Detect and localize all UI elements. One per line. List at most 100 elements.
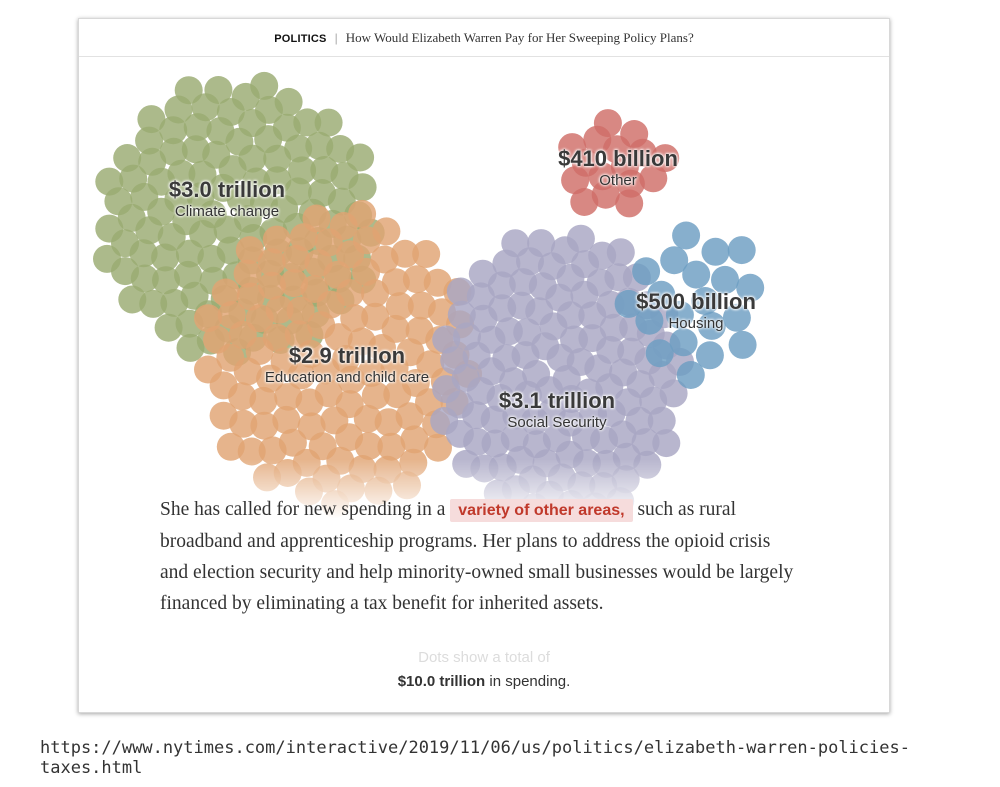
dot	[242, 167, 271, 196]
dot	[274, 87, 303, 116]
dot	[174, 76, 203, 105]
dot	[596, 335, 625, 364]
dot	[305, 131, 334, 160]
dot-group-education-and-child-care	[194, 199, 483, 519]
dot	[138, 147, 167, 176]
dot	[348, 173, 377, 202]
dot	[209, 401, 238, 430]
dot	[447, 300, 476, 329]
dot	[135, 126, 164, 155]
dot	[647, 280, 676, 309]
dot	[314, 108, 343, 137]
dot	[453, 322, 481, 351]
dot	[160, 288, 189, 317]
dot	[95, 214, 124, 243]
dot	[665, 300, 694, 329]
dot	[652, 429, 681, 458]
article-card: POLITICS | How Would Elizabeth Warren Pay …	[78, 18, 890, 713]
dot	[348, 199, 377, 228]
dot	[570, 188, 599, 216]
amount-label: $500 billion	[636, 289, 756, 314]
dot	[614, 289, 643, 318]
article-header-bar: POLITICS | How Would Elizabeth Warren Pay …	[79, 19, 889, 57]
dot	[288, 156, 317, 185]
dot	[647, 406, 676, 435]
dot	[682, 260, 711, 289]
dot	[204, 76, 233, 104]
dot	[695, 341, 724, 370]
label-social-security: $3.1 trillion Social Security	[467, 388, 647, 431]
dot	[697, 311, 726, 340]
dot	[286, 296, 315, 325]
amount-label: $2.9 trillion	[288, 343, 406, 368]
label-other: $410 billion Other	[533, 146, 703, 189]
dot	[302, 204, 331, 233]
dot	[615, 189, 644, 218]
label-housing: $500 billion Housing	[611, 289, 781, 332]
dot	[385, 292, 414, 321]
dot	[625, 406, 654, 435]
dot	[711, 265, 739, 294]
paragraph-text-end: such as rural broadband and apprenticesh…	[160, 499, 794, 614]
category-label: Climate change	[174, 203, 280, 220]
dot	[272, 405, 301, 434]
dot	[235, 236, 264, 265]
dot	[424, 433, 452, 462]
dot	[736, 273, 765, 302]
faint-caption: Dots show a total of	[418, 649, 550, 666]
dot-chart	[93, 71, 765, 519]
amount-label: $3.1 trillion	[498, 388, 616, 413]
dot	[691, 287, 720, 315]
dot	[217, 301, 246, 329]
category-label: Social Security	[507, 414, 607, 431]
dot	[722, 303, 751, 332]
dot	[381, 268, 410, 297]
dot	[258, 271, 286, 300]
dot	[154, 313, 183, 342]
dot	[159, 137, 188, 166]
category-label: Education and child care	[264, 369, 430, 386]
section-label[interactable]: POLITICS	[274, 33, 327, 45]
dot	[412, 240, 441, 268]
dot	[469, 304, 498, 333]
dot	[236, 282, 265, 311]
dot	[558, 133, 587, 162]
dot	[250, 71, 279, 100]
dot	[139, 289, 168, 318]
dot	[372, 217, 401, 246]
dot	[263, 166, 292, 195]
dot	[651, 144, 680, 173]
dot	[280, 269, 308, 298]
dot	[274, 382, 303, 411]
dot	[118, 285, 147, 314]
dot	[660, 246, 689, 275]
dot	[402, 265, 431, 294]
dot	[256, 364, 285, 393]
dot	[606, 238, 635, 267]
dot	[295, 388, 324, 417]
dot	[361, 381, 390, 410]
dot	[381, 314, 410, 343]
highlight-link[interactable]: variety of other areas,	[450, 499, 633, 522]
dot	[304, 249, 333, 278]
dot	[701, 237, 730, 266]
dot	[237, 437, 266, 466]
dot	[361, 279, 389, 308]
dot	[151, 243, 180, 272]
dot	[620, 120, 649, 148]
total-amount: $10.0 trillion	[397, 673, 486, 690]
category-label: Housing	[668, 315, 724, 332]
dot	[216, 432, 245, 461]
dot	[211, 278, 240, 307]
dot	[176, 333, 205, 362]
dot	[593, 109, 622, 138]
dot	[430, 407, 459, 435]
dot	[631, 428, 660, 457]
article-headline[interactable]: How Would Elizabeth Warren Pay for Her S…	[345, 30, 694, 45]
dot	[203, 325, 231, 354]
dot	[186, 182, 215, 211]
amount-label: $410 billion	[558, 146, 678, 171]
dot	[137, 105, 166, 134]
dot	[468, 259, 497, 288]
dot	[432, 325, 461, 354]
